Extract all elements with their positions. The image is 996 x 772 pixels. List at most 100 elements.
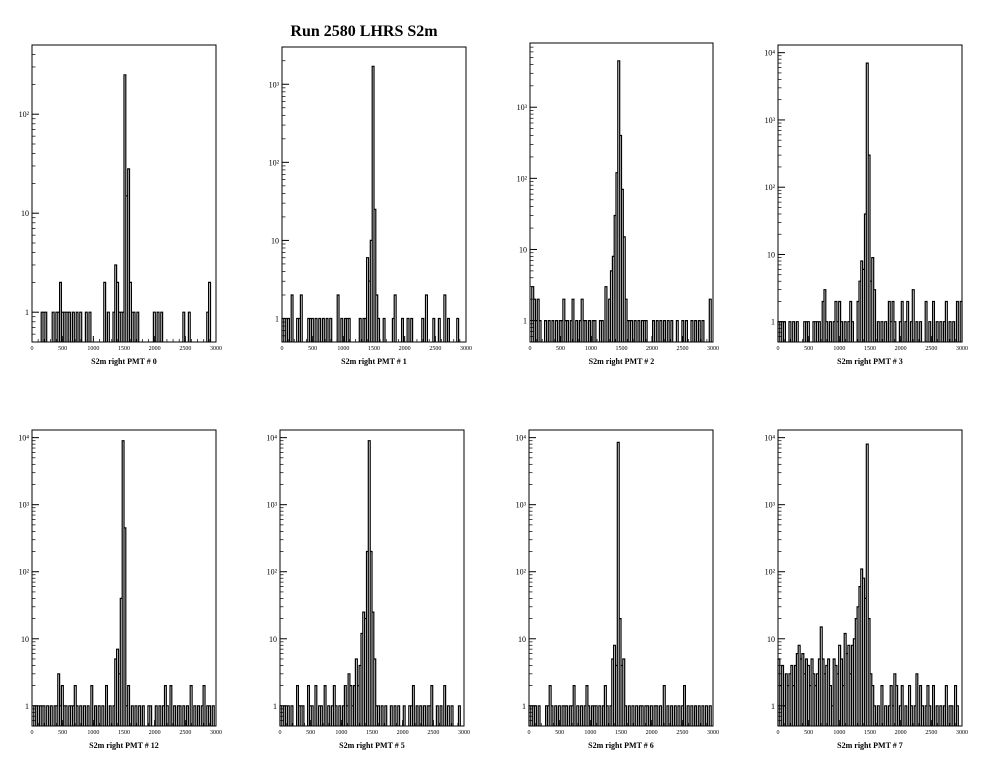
y-tick-label: 10 <box>518 635 526 644</box>
histogram-bin <box>691 706 693 726</box>
histogram-bin <box>310 318 312 342</box>
histogram-bin <box>831 706 833 726</box>
x-tick-label: 0 <box>777 730 780 736</box>
x-tick-label: 2500 <box>676 730 688 736</box>
histogram-bin <box>201 706 203 726</box>
histogram-bin <box>54 706 56 726</box>
histogram-bin <box>209 282 211 342</box>
histogram-bin <box>940 322 942 342</box>
histogram-bin <box>74 686 76 726</box>
histogram-bin <box>287 706 289 726</box>
y-tick-label: 10 <box>21 209 29 218</box>
histogram-outline <box>40 74 212 342</box>
x-axis-label: S2m right PMT # 12 <box>89 741 159 750</box>
histogram-bin <box>308 686 310 726</box>
histogram-bin <box>315 318 317 342</box>
histogram-bin <box>72 706 74 726</box>
y-tick-label: 10³ <box>267 501 278 510</box>
histogram-panel: 0 500 1000 1500 2000 2500 3000 1 10 10² 10³ 10⁴ S2m … <box>18 429 222 750</box>
x-axis-label: S2m right PMT # 5 <box>339 741 405 750</box>
histogram-bin <box>440 706 442 726</box>
histogram-bin <box>335 706 337 726</box>
histogram-bin <box>604 686 606 726</box>
y-tick-label: 1 <box>523 317 527 326</box>
histogram-bin <box>660 706 662 726</box>
histogram-bin <box>912 290 914 342</box>
histogram-bin <box>194 706 196 726</box>
histogram-bin <box>885 322 887 342</box>
histogram-bin <box>702 321 704 342</box>
histogram-bin <box>905 322 907 342</box>
histogram-bin <box>830 686 832 726</box>
histogram-bin <box>791 665 793 726</box>
histogram-bin <box>944 706 946 726</box>
histogram-bin <box>639 706 641 726</box>
histogram-bin <box>102 706 104 726</box>
histogram-bin <box>363 612 365 726</box>
histogram-bin <box>367 258 369 342</box>
histogram-bin <box>698 321 700 342</box>
histogram-bin <box>584 706 586 726</box>
histogram-bin <box>853 639 855 726</box>
x-tick-label: 2500 <box>179 730 191 736</box>
histogram-bin <box>346 318 348 342</box>
histogram-bin <box>548 321 550 342</box>
x-tick-label: 2000 <box>646 730 658 736</box>
histogram-panel: 0 500 1000 1500 2000 2500 3000 1 10 10² 10³ 10⁴ S2m … <box>764 429 968 750</box>
x-tick-label: 500 <box>58 730 67 736</box>
histogram-bin <box>183 706 185 726</box>
histogram-bin <box>412 686 414 726</box>
x-tick-label: 0 <box>528 730 531 736</box>
histogram-bin <box>573 686 575 726</box>
histogram-bin <box>782 665 784 726</box>
histogram-bin <box>881 686 883 726</box>
histogram-bin <box>638 321 640 342</box>
histogram-bin <box>606 706 608 726</box>
histogram-bin <box>933 686 935 726</box>
y-tick-label: 10² <box>19 568 30 577</box>
y-tick-label: 10⁴ <box>18 434 29 443</box>
histogram-bin <box>120 598 122 726</box>
histogram-bin <box>620 136 622 342</box>
histogram-bin <box>91 686 93 726</box>
histogram-bin <box>643 321 645 342</box>
histogram-bin <box>678 706 680 726</box>
histogram-bin <box>833 659 835 726</box>
histogram-bin <box>653 321 655 342</box>
histogram-bin <box>328 706 330 726</box>
histogram-bin <box>870 281 872 342</box>
histogram-bin <box>671 321 673 342</box>
histogram-bin <box>115 265 117 342</box>
histogram-bin <box>629 321 631 342</box>
histogram-bin <box>945 301 947 342</box>
x-tick-label: 1000 <box>337 346 349 352</box>
y-tick-label: 10 <box>519 245 527 254</box>
histogram-bin <box>308 318 310 342</box>
histogram-bin <box>784 706 786 726</box>
x-tick-label: 1000 <box>585 346 597 352</box>
histogram-bin <box>945 686 947 726</box>
histogram-bin <box>818 659 820 726</box>
histogram-bin <box>535 321 537 342</box>
histogram-bin <box>929 706 931 726</box>
histogram-bin <box>585 321 587 342</box>
histogram-panel: 0 500 1000 1500 2000 2500 3000 1 10 10² S2m right … <box>19 44 222 366</box>
histogram-bin <box>299 318 301 342</box>
histogram-bin <box>641 706 643 726</box>
histogram-bin <box>65 312 67 342</box>
histogram-bin <box>288 318 290 342</box>
y-tick-label: 10³ <box>269 80 280 89</box>
y-tick-label: 1 <box>25 702 29 711</box>
histogram-bin <box>841 322 843 342</box>
histogram-bin <box>866 63 868 342</box>
histogram-bin <box>956 301 958 342</box>
histogram-bin <box>631 321 633 342</box>
histogram-bin <box>330 318 332 342</box>
histogram-bin <box>894 322 896 342</box>
histogram-bin <box>564 706 566 726</box>
histogram-bin <box>122 441 124 726</box>
histogram-bin <box>61 686 63 726</box>
histogram-bin <box>936 322 938 342</box>
histogram-bin <box>929 322 931 342</box>
x-tick-label: 2500 <box>677 346 689 352</box>
